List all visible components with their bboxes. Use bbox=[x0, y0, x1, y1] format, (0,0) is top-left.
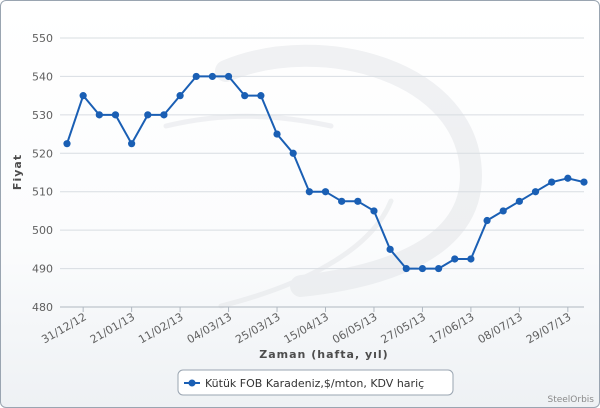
legend-series-label: Kütük FOB Karadeniz,$/mton, KDV hariç bbox=[205, 377, 424, 390]
data-point[interactable] bbox=[580, 178, 588, 186]
data-point[interactable] bbox=[467, 255, 475, 263]
x-tick-label: 17/06/13 bbox=[427, 310, 476, 346]
data-point[interactable] bbox=[111, 111, 120, 119]
data-point[interactable] bbox=[370, 207, 378, 215]
y-tick-label: 520 bbox=[32, 147, 53, 160]
data-point[interactable] bbox=[386, 245, 394, 253]
legend-box bbox=[177, 369, 454, 396]
data-point[interactable] bbox=[289, 149, 297, 157]
data-point[interactable] bbox=[192, 72, 200, 81]
y-axis-title: Fiyat bbox=[11, 154, 24, 190]
data-point[interactable] bbox=[451, 255, 459, 263]
x-tick-label: 25/03/13 bbox=[233, 310, 282, 346]
x-tick-label: 31/12/12 bbox=[39, 310, 88, 346]
legend-point-marker bbox=[188, 379, 196, 387]
series-layer bbox=[63, 72, 588, 273]
data-point[interactable] bbox=[402, 264, 410, 273]
x-tick-label: 11/02/13 bbox=[136, 310, 185, 346]
x-tick-label: 27/05/13 bbox=[379, 310, 428, 346]
y-tick-label: 530 bbox=[32, 109, 53, 122]
data-point[interactable] bbox=[273, 130, 281, 138]
data-point[interactable] bbox=[434, 264, 443, 273]
data-point[interactable] bbox=[160, 111, 168, 119]
x-tick-label: 06/05/13 bbox=[330, 310, 379, 346]
watermark-text: SteelOrbis bbox=[547, 395, 594, 405]
data-point[interactable] bbox=[354, 197, 362, 205]
steelorbis-logo-watermark bbox=[163, 44, 483, 309]
y-tick-label: 550 bbox=[32, 32, 53, 45]
data-point[interactable] bbox=[515, 197, 523, 205]
data-point[interactable] bbox=[483, 216, 491, 225]
x-tick-label: 04/03/13 bbox=[185, 310, 234, 346]
data-point[interactable] bbox=[321, 188, 330, 196]
x-axis: 31/12/12 21/01/13 11/02/13 04/03/13 25/03/13… bbox=[39, 307, 573, 346]
series-line bbox=[66, 75, 585, 270]
data-point[interactable] bbox=[548, 178, 556, 186]
data-point[interactable] bbox=[144, 111, 152, 119]
data-point[interactable] bbox=[564, 174, 572, 182]
data-point[interactable] bbox=[128, 140, 136, 148]
x-axis-title: Zaman (hafta, yıl) bbox=[259, 348, 388, 361]
y-tick-label: 500 bbox=[32, 224, 53, 237]
data-point[interactable] bbox=[224, 72, 233, 81]
y-axis: 480 490 500 510 520 530 540 550 bbox=[32, 32, 53, 314]
y-tick-label: 490 bbox=[32, 263, 53, 276]
data-point[interactable] bbox=[241, 92, 249, 100]
x-tick-label: 08/07/13 bbox=[476, 310, 525, 346]
x-tick-label: 15/04/13 bbox=[282, 310, 331, 346]
data-point[interactable] bbox=[176, 92, 184, 100]
data-point[interactable] bbox=[499, 207, 507, 215]
x-tick-label: 29/07/13 bbox=[524, 310, 573, 346]
data-point[interactable] bbox=[257, 92, 265, 100]
y-tick-label: 540 bbox=[32, 70, 53, 83]
grid-lines bbox=[60, 37, 584, 308]
x-tick-label: 21/01/13 bbox=[88, 310, 137, 346]
data-point[interactable] bbox=[305, 188, 313, 196]
y-tick-label: 480 bbox=[32, 301, 53, 314]
legend[interactable]: Kütük FOB Karadeniz,$/mton, KDV hariç bbox=[177, 369, 454, 396]
data-point[interactable] bbox=[95, 111, 103, 119]
data-point[interactable] bbox=[418, 264, 427, 273]
data-point[interactable] bbox=[531, 188, 540, 196]
data-point[interactable] bbox=[208, 72, 217, 81]
data-point[interactable] bbox=[338, 197, 346, 205]
y-tick-label: 510 bbox=[32, 186, 53, 199]
data-point[interactable] bbox=[63, 140, 71, 148]
data-point[interactable] bbox=[79, 92, 87, 100]
